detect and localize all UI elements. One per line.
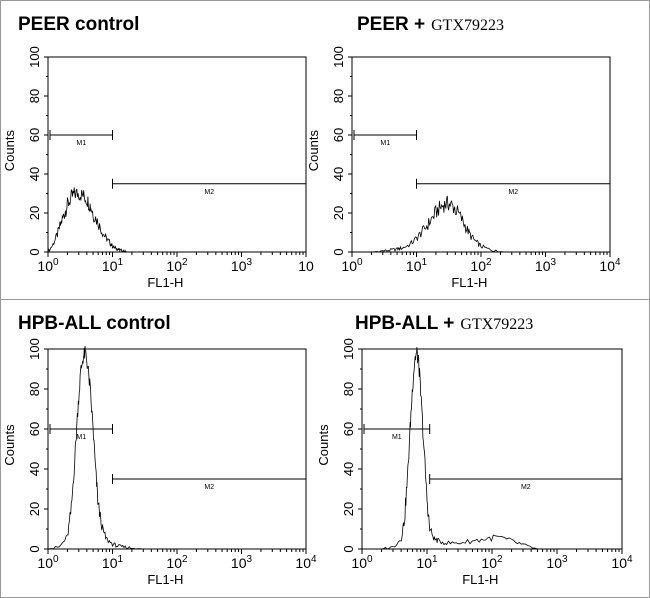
- panel-2-marker-m2: M2: [112, 474, 307, 491]
- panel-3-histogram-series-0: [362, 347, 622, 550]
- panel-0-y-tick-label-3: 60: [27, 128, 42, 142]
- panel-3-title-main: HPB-ALL +: [355, 313, 454, 334]
- panel-3-x-tick-label-2: 102: [481, 554, 503, 571]
- panel-1-marker-m1-label: M1: [380, 140, 390, 147]
- panel-2-x-tick-label-4: 104: [295, 554, 317, 571]
- panel-1-y-axis-title: Counts: [306, 130, 321, 172]
- panel-2-marker-m1-label: M1: [76, 434, 86, 441]
- panel-1-plot-frame: [351, 56, 611, 253]
- panel-1-title-reagent: GTX79223: [431, 17, 504, 34]
- panel-0-marker-m2-label: M2: [204, 189, 214, 196]
- panel-0-x-tick-label-4: 10: [298, 258, 314, 274]
- panel-3-x-tick-label-4: 104: [611, 554, 633, 571]
- panel-1-x-tick-label-1: 101: [406, 257, 428, 274]
- panel-2-x-tick-label-0: 100: [37, 554, 59, 571]
- panel-0-plot-frame: [47, 56, 307, 253]
- panel-3-marker-m2: M2: [429, 474, 623, 491]
- panel-1-title-main: PEER +: [357, 14, 425, 35]
- panel-3: HPB-ALL + GTX79223 0 20 40 60 80 100 100 101 102 1…: [316, 313, 633, 587]
- panel-1-y-tick-label-5: 100: [331, 46, 346, 68]
- panel-0-histogram-series-0: [47, 187, 306, 253]
- panel-2-plot: 0 20 40 60 80 100 100 101 102 103 104 FL1-H Counts M1…: [2, 338, 317, 587]
- panel-2-histogram-series-0: [47, 345, 306, 550]
- panel-1-y-tick-label-0: 0: [331, 248, 346, 255]
- panel-1-plot: 0 20 40 60 80 100 100 101 102 103 104 FL1-H Counts M1…: [306, 46, 621, 290]
- panel-1-marker-m2: M2: [416, 178, 611, 196]
- panel-2-marker-m2-label: M2: [204, 484, 214, 491]
- panel-3-y-tick-label-0: 0: [341, 545, 356, 552]
- panel-3-y-tick-label-1: 20: [341, 502, 356, 516]
- panel-0-marker-m1: M1: [49, 130, 113, 147]
- panel-0-y-tick-label-4: 80: [27, 89, 42, 103]
- panel-0-y-axis-title: Counts: [2, 130, 17, 172]
- panel-0-x-tick-label-2: 102: [166, 257, 188, 274]
- panel-1-title: PEER + GTX79223: [357, 14, 504, 35]
- panel-2-title-main: HPB-ALL control: [18, 313, 171, 334]
- panel-0-marker-m2: M2: [112, 178, 307, 196]
- panel-3-marker-m2-label: M2: [521, 484, 531, 491]
- panel-1-histogram-series-0: [352, 195, 610, 253]
- panel-1-y-tick-label-4: 80: [331, 89, 346, 103]
- panel-0-x-tick-label-1: 101: [102, 257, 124, 274]
- panel-0-x-tick-label-3: 103: [231, 257, 253, 274]
- panel-0-y-tick-label-2: 40: [27, 167, 42, 181]
- panel-0: PEER control 0 20 40 60 80 100 100 101 102 103 10 F…: [2, 14, 314, 290]
- panel-0-y-tick-label-5: 100: [27, 46, 42, 68]
- panel-0-plot: 0 20 40 60 80 100 100 101 102 103 10 FL1-H Counts M1 M…: [2, 46, 314, 290]
- panel-0-x-axis-title: FL1-H: [147, 275, 183, 290]
- panel-0-y-tick-label-0: 0: [27, 248, 42, 255]
- panel-0-marker-m1-label: M1: [76, 140, 86, 147]
- panel-3-y-axis-title: Counts: [316, 424, 331, 466]
- panel-2-title: HPB-ALL control: [18, 313, 171, 334]
- panel-1-x-tick-label-3: 103: [535, 257, 557, 274]
- panel-2-y-tick-label-3: 60: [27, 422, 42, 436]
- panel-0-title-main: PEER control: [18, 14, 139, 35]
- panel-2-y-tick-label-5: 100: [27, 338, 42, 360]
- panel-3-x-tick-label-3: 103: [546, 554, 568, 571]
- panel-3-y-tick-label-5: 100: [341, 338, 356, 360]
- panel-2-x-tick-label-3: 103: [231, 554, 253, 571]
- panel-3-plot-frame: [361, 348, 623, 550]
- panel-3-title: HPB-ALL + GTX79223: [355, 313, 533, 334]
- panel-0-x-tick-label-0: 100: [37, 257, 59, 274]
- panel-3-y-tick-label-4: 80: [341, 382, 356, 396]
- panel-2-x-tick-label-1: 101: [102, 554, 124, 571]
- row-divider: [0, 299, 650, 300]
- panel-2-x-tick-label-2: 102: [166, 554, 188, 571]
- panel-3-marker-m1-label: M1: [392, 434, 402, 441]
- panel-2-plot-frame: [47, 348, 307, 550]
- panel-2-y-tick-label-1: 20: [27, 502, 42, 516]
- panel-3-plot: 0 20 40 60 80 100 100 101 102 103 104 FL1-H Counts M1…: [316, 338, 633, 587]
- panel-2-y-tick-label-4: 80: [27, 382, 42, 396]
- panel-1-marker-m1: M1: [353, 130, 417, 147]
- panel-2-marker-m1: M1: [49, 424, 113, 441]
- panel-3-x-axis-title: FL1-H: [462, 572, 498, 587]
- panel-1-y-tick-label-1: 20: [331, 206, 346, 220]
- panel-1-y-tick-label-3: 60: [331, 128, 346, 142]
- panel-3-x-tick-label-0: 100: [351, 554, 373, 571]
- panel-3-x-tick-label-1: 101: [416, 554, 438, 571]
- panel-3-y-tick-label-3: 60: [341, 422, 356, 436]
- panel-2-y-tick-label-0: 0: [27, 545, 42, 552]
- panel-2-x-axis-title: FL1-H: [147, 572, 183, 587]
- panel-1-x-tick-label-2: 102: [470, 257, 492, 274]
- panel-3-title-reagent: GTX79223: [460, 316, 533, 333]
- panel-2-y-tick-label-2: 40: [27, 462, 42, 476]
- panel-0-y-tick-label-1: 20: [27, 206, 42, 220]
- panel-1-x-axis-title: FL1-H: [451, 275, 487, 290]
- panel-1: PEER + GTX79223 0 20 40 60 80 100 100 101 102 103 1…: [306, 14, 621, 290]
- panel-1-marker-m2-label: M2: [508, 189, 518, 196]
- panel-3-marker-m1: M1: [363, 424, 431, 441]
- panel-3-y-tick-label-2: 40: [341, 462, 356, 476]
- panel-2: HPB-ALL control 0 20 40 60 80 100 100 101 102 103…: [2, 313, 317, 587]
- panel-2-y-axis-title: Counts: [2, 424, 17, 466]
- panel-1-x-tick-label-0: 100: [341, 257, 363, 274]
- panel-1-x-tick-label-4: 104: [599, 257, 621, 274]
- panel-1-y-tick-label-2: 40: [331, 167, 346, 181]
- panel-0-title: PEER control: [18, 14, 139, 35]
